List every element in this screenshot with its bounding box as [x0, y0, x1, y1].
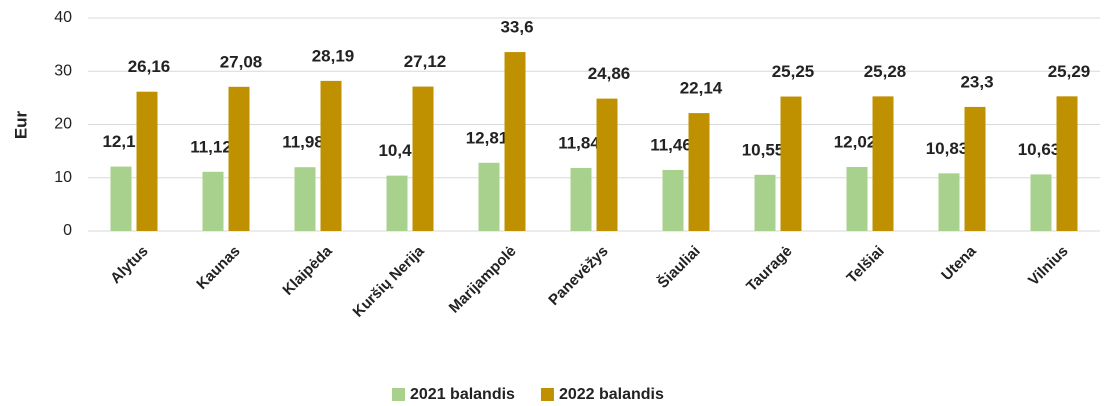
bar — [872, 96, 894, 231]
x-tick-label: Vilnius — [1025, 243, 1072, 290]
x-tick-label: Alytus — [107, 243, 151, 287]
bar — [412, 86, 434, 231]
bar — [110, 166, 132, 231]
value-label: 10,83 — [926, 139, 969, 158]
value-label: 11,84 — [558, 133, 600, 152]
bar — [228, 86, 250, 231]
bar — [1030, 174, 1052, 231]
y-tick-label: 0 — [63, 222, 72, 239]
legend-swatch — [392, 388, 405, 401]
bar — [386, 175, 408, 231]
legend-label: 2022 balandis — [559, 386, 664, 403]
bar — [938, 173, 960, 231]
value-label: 23,3 — [960, 72, 993, 91]
bar — [504, 52, 526, 231]
value-label: 25,29 — [1048, 62, 1091, 81]
y-tick-label: 20 — [54, 116, 72, 133]
bar — [754, 174, 776, 231]
value-label: 27,08 — [220, 52, 263, 71]
bar — [662, 169, 684, 231]
bar — [202, 171, 224, 231]
bar — [846, 166, 868, 231]
bar — [596, 98, 618, 231]
value-label: 28,19 — [312, 46, 355, 65]
value-label: 22,14 — [680, 79, 723, 98]
y-tick-label: 30 — [54, 62, 72, 79]
y-axis-title: Eur — [11, 110, 30, 139]
value-label: 12,1 — [102, 132, 135, 151]
bar — [294, 167, 316, 231]
x-tick-label: Marijampolė — [446, 243, 520, 317]
bar — [570, 167, 592, 231]
value-label: 12,81 — [466, 128, 509, 147]
value-label: 26,16 — [128, 57, 171, 76]
legend-swatch — [540, 388, 554, 401]
y-tick-label: 10 — [54, 169, 72, 186]
value-label: 12,02 — [834, 132, 877, 151]
bar — [688, 113, 710, 231]
x-tick-label: Kuršių Nerija — [350, 242, 429, 321]
x-tick-label: Klaipėda — [279, 242, 336, 299]
bar — [780, 96, 802, 231]
value-label: 11,12 — [190, 137, 232, 156]
y-tick-label: 40 — [54, 9, 72, 26]
x-tick-label: Tauragė — [743, 243, 796, 296]
value-label: 10,63 — [1018, 140, 1061, 159]
x-tick-label: Telšiai — [843, 243, 887, 287]
bar — [136, 91, 158, 231]
value-label: 24,86 — [588, 64, 631, 83]
bar — [964, 106, 986, 231]
value-label: 11,98 — [282, 133, 324, 152]
value-label: 27,12 — [404, 52, 447, 71]
bar — [320, 80, 342, 232]
x-tick-label: Šiauliai — [654, 242, 704, 292]
x-tick-label: Kaunas — [193, 243, 243, 293]
value-label: 33,6 — [500, 18, 533, 37]
x-tick-label: Utena — [938, 242, 980, 284]
legend-label: 2021 balandis — [410, 386, 515, 403]
bar — [478, 162, 500, 231]
value-label: 10,55 — [742, 140, 785, 159]
value-label: 10,4 — [378, 141, 412, 160]
bar — [1056, 96, 1078, 231]
value-label: 11,46 — [650, 135, 692, 154]
value-label: 25,25 — [772, 62, 815, 81]
x-tick-label: Panevėžys — [545, 243, 611, 309]
value-label: 25,28 — [864, 62, 907, 81]
